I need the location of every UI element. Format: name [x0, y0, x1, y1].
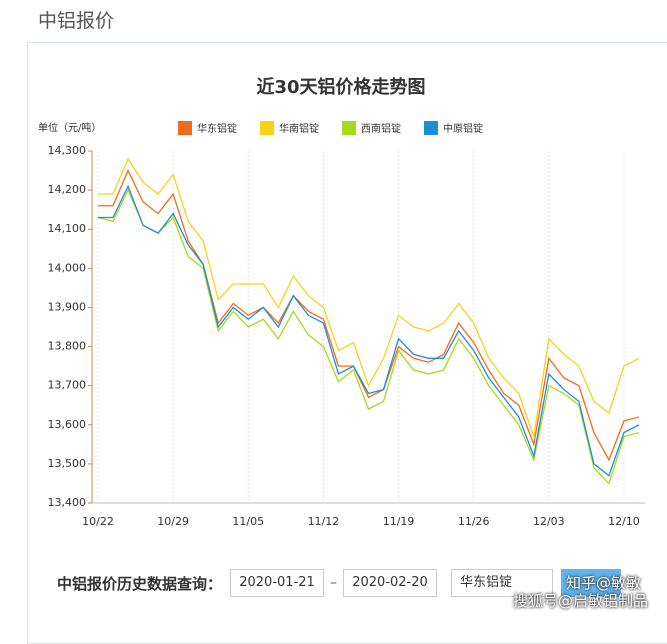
y-tick-label: 13,900: [48, 300, 87, 313]
chart: 近30天铝价格走势图 单位（元/吨） 13,400 13,500 13,600 13,…: [38, 76, 645, 528]
y-tick-label: 13,800: [48, 340, 87, 353]
series-line: [98, 184, 640, 477]
legend-swatch: [260, 121, 274, 135]
legend-swatch: [342, 121, 356, 135]
y-tick-label: 14,100: [48, 222, 87, 235]
start-date[interactable]: 2020-01-21: [230, 569, 325, 597]
x-tick-label: 12/10: [608, 515, 640, 528]
x-tick-label: 12/03: [533, 515, 565, 528]
query-bar: 中铝报价历史数据查询： 2020-01-21 – 2020-02-20 华东铝锭: [57, 568, 622, 598]
y-tick-label: 13,500: [48, 457, 87, 470]
query-button[interactable]: [561, 569, 622, 597]
legend-swatch: [178, 121, 192, 135]
x-tick-label: 11/05: [232, 515, 264, 528]
x-tick-label: 11/19: [383, 515, 415, 528]
page: {"header": {"title": "中铝报价"}, "chart_dat…: [27, 10, 667, 644]
y-tick-label: 13,400: [48, 496, 87, 509]
header-title: 中铝报价: [38, 10, 115, 32]
unit-label: 单位（元/吨）: [38, 121, 101, 134]
select[interactable]: 华东铝锭: [451, 569, 554, 597]
legend-label: 西南铝锭: [361, 122, 401, 135]
y-tick-label: 13,700: [48, 379, 87, 392]
x-tick-label: 10/29: [157, 515, 189, 528]
x-tick-label: 11/12: [308, 515, 340, 528]
series-line: [98, 168, 640, 462]
watermark: 搜狐号@启敏铝制品: [513, 592, 649, 610]
legend-label: 华东铝锭: [197, 122, 237, 135]
watermark: 知乎@敏敏: [566, 574, 642, 592]
y-tick-label: 13,600: [48, 418, 87, 431]
x-tick-label: 11/26: [458, 515, 490, 528]
x-tick-label: 10/22: [82, 515, 114, 528]
chart-title: 近30天铝价格走势图: [256, 76, 425, 98]
series-line: [97, 188, 640, 485]
legend-label: 中原铝锭: [443, 122, 483, 135]
y-tick-label: 14,000: [48, 261, 87, 274]
legend-swatch: [424, 121, 438, 135]
dash: –: [330, 575, 338, 591]
end-date[interactable]: 2020-02-20: [343, 569, 438, 597]
legend-label: 华南铝锭: [279, 122, 319, 135]
y-tick-label: 14,200: [48, 183, 87, 196]
query-label: 中铝报价历史数据查询：: [57, 574, 223, 593]
series-line: [98, 157, 640, 437]
y-tick-label: 14,300: [48, 144, 87, 157]
